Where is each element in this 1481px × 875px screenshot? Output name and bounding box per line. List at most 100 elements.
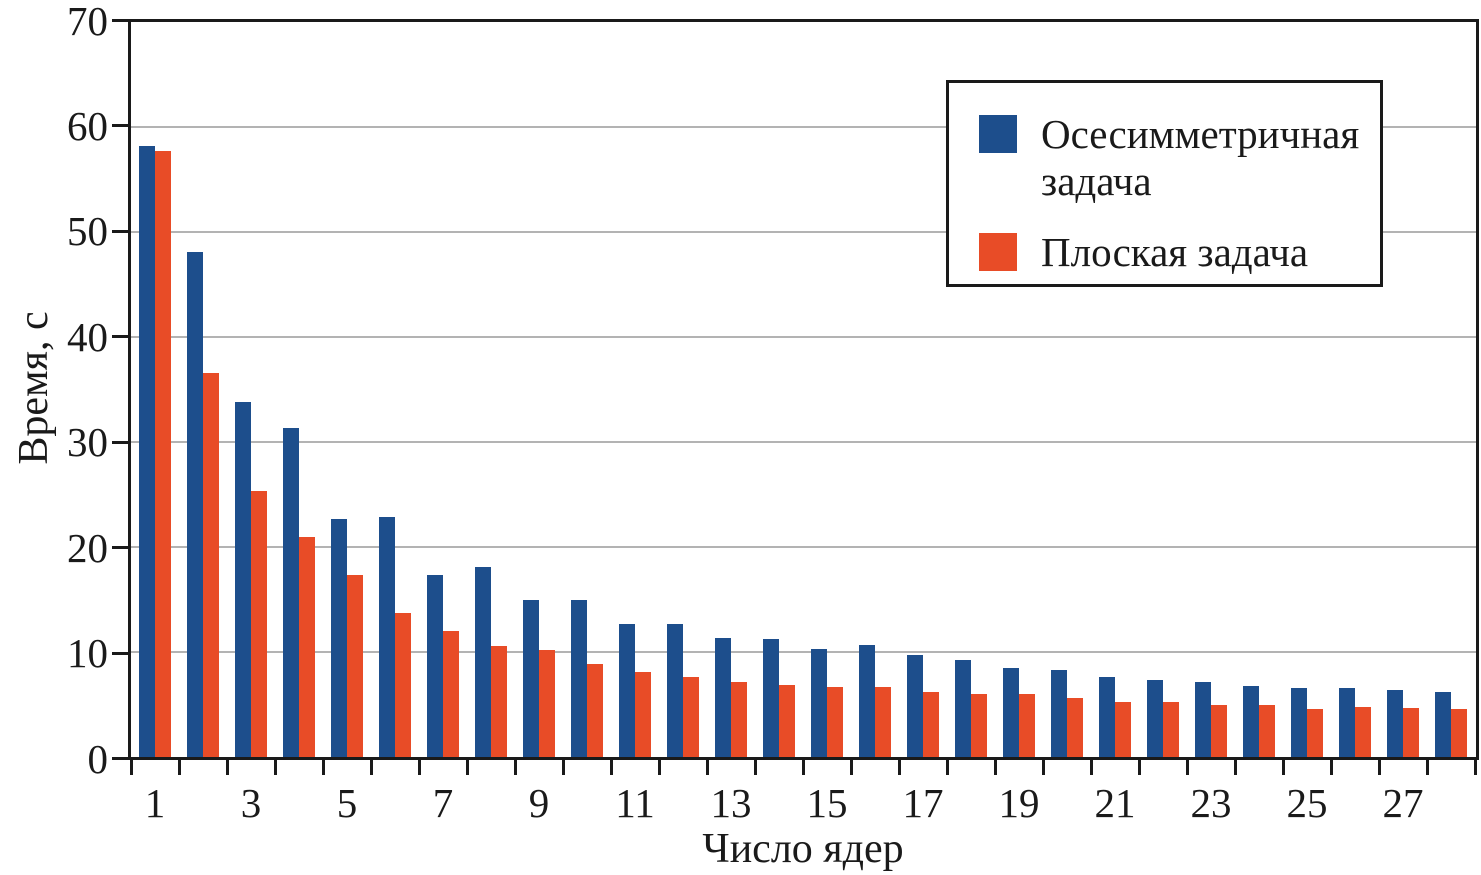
bar-planar-core-3 bbox=[251, 491, 267, 757]
x-tick-3 bbox=[273, 760, 277, 775]
bar-axisymmetric-core-14 bbox=[763, 639, 779, 757]
y-tick-20 bbox=[112, 546, 130, 550]
bar-group-core-21 bbox=[1091, 22, 1139, 757]
x-tick-20 bbox=[1089, 760, 1093, 775]
legend-label-planar: Плоская задача bbox=[1041, 229, 1309, 275]
y-tick-label-50: 50 bbox=[67, 208, 108, 255]
bar-planar-core-26 bbox=[1355, 706, 1371, 757]
bar-planar-core-24 bbox=[1259, 704, 1275, 757]
plot-area: Осесимметричная задача Плоская задача bbox=[128, 19, 1479, 760]
bar-group-core-18 bbox=[947, 22, 995, 757]
bar-planar-core-7 bbox=[443, 631, 459, 757]
y-tick-60 bbox=[112, 124, 130, 128]
bar-planar-core-8 bbox=[491, 645, 507, 757]
bar-planar-core-4 bbox=[299, 536, 315, 757]
y-tick-0 bbox=[112, 757, 130, 760]
bar-axisymmetric-core-6 bbox=[379, 516, 395, 757]
x-tick-1 bbox=[177, 760, 181, 775]
bar-axisymmetric-core-16 bbox=[859, 644, 875, 757]
bar-group-core-9 bbox=[515, 22, 563, 757]
bar-group-core-8 bbox=[467, 22, 515, 757]
bar-group-core-25 bbox=[1283, 22, 1331, 757]
bar-axisymmetric-core-5 bbox=[331, 518, 347, 757]
x-tick-2 bbox=[225, 760, 229, 775]
legend: Осесимметричная задача Плоская задача bbox=[946, 80, 1383, 287]
x-tick-11 bbox=[657, 760, 661, 775]
x-tick-label-11: 11 bbox=[615, 780, 655, 826]
bar-group-core-16 bbox=[851, 22, 899, 757]
x-tick-17 bbox=[945, 760, 949, 775]
x-tick-label-1: 1 bbox=[144, 780, 166, 826]
legend-item-axisymmetric: Осесимметричная задача bbox=[979, 111, 1380, 205]
y-tick-label-40: 40 bbox=[67, 313, 108, 360]
gridline-y-30 bbox=[131, 441, 1476, 443]
y-tick-label-10: 10 bbox=[67, 630, 108, 677]
x-tick-12 bbox=[705, 760, 709, 775]
x-tick-label-15: 15 bbox=[806, 780, 848, 826]
x-tick-24 bbox=[1281, 760, 1285, 775]
y-tick-50 bbox=[112, 229, 130, 233]
bar-planar-core-2 bbox=[203, 372, 219, 757]
x-tick-label-23: 23 bbox=[1190, 780, 1232, 826]
bar-axisymmetric-core-18 bbox=[955, 660, 971, 757]
bars-container bbox=[131, 22, 1475, 757]
bar-group-core-24 bbox=[1235, 22, 1283, 757]
bar-planar-core-5 bbox=[347, 575, 363, 757]
y-tick-label-20: 20 bbox=[67, 524, 108, 571]
bar-group-core-19 bbox=[995, 22, 1043, 757]
gridline-y-10 bbox=[131, 651, 1476, 653]
bar-axisymmetric-core-23 bbox=[1195, 682, 1211, 757]
y-tick-label-30: 30 bbox=[67, 419, 108, 466]
bar-group-core-1 bbox=[131, 22, 179, 757]
x-tick-label-25: 25 bbox=[1286, 780, 1328, 826]
y-tick-label-60: 60 bbox=[67, 102, 108, 149]
bar-group-core-28 bbox=[1427, 22, 1475, 757]
x-tick-5 bbox=[369, 760, 373, 775]
x-tick-label-19: 19 bbox=[998, 780, 1040, 826]
legend-swatch-axisymmetric bbox=[979, 115, 1017, 153]
x-tick-26 bbox=[1377, 760, 1381, 775]
bar-planar-core-9 bbox=[539, 649, 555, 757]
x-tick-27 bbox=[1425, 760, 1429, 775]
y-tick-40 bbox=[112, 335, 130, 339]
bar-planar-core-18 bbox=[971, 694, 987, 757]
y-tick-70 bbox=[112, 19, 130, 22]
x-tick-21 bbox=[1137, 760, 1141, 775]
bar-planar-core-14 bbox=[779, 684, 795, 757]
x-tick-16 bbox=[897, 760, 901, 775]
bar-axisymmetric-core-26 bbox=[1339, 687, 1355, 757]
x-tick-label-27: 27 bbox=[1382, 780, 1424, 826]
bar-axisymmetric-core-24 bbox=[1243, 685, 1259, 757]
x-tick-19 bbox=[1041, 760, 1045, 775]
bar-group-core-13 bbox=[707, 22, 755, 757]
bar-group-core-26 bbox=[1331, 22, 1379, 757]
x-tick-23 bbox=[1233, 760, 1237, 775]
bar-axisymmetric-core-17 bbox=[907, 655, 923, 757]
legend-swatch-planar bbox=[979, 233, 1017, 271]
x-tick-7 bbox=[465, 760, 469, 775]
x-tick-label-3: 3 bbox=[240, 780, 262, 826]
x-tick-label-21: 21 bbox=[1094, 780, 1136, 826]
bar-group-core-4 bbox=[275, 22, 323, 757]
x-tick-18 bbox=[993, 760, 997, 775]
bar-planar-core-16 bbox=[875, 686, 891, 757]
y-tick-30 bbox=[112, 440, 130, 444]
gridline-y-50 bbox=[131, 231, 1476, 233]
bar-axisymmetric-core-15 bbox=[811, 648, 827, 757]
bar-group-core-22 bbox=[1139, 22, 1187, 757]
bar-group-core-12 bbox=[659, 22, 707, 757]
bar-axisymmetric-core-1 bbox=[139, 145, 155, 757]
x-tick-28 bbox=[1473, 760, 1477, 775]
bar-group-core-14 bbox=[755, 22, 803, 757]
bar-axisymmetric-core-19 bbox=[1003, 667, 1019, 757]
bar-axisymmetric-core-25 bbox=[1291, 687, 1307, 757]
x-tick-25 bbox=[1329, 760, 1333, 775]
bar-axisymmetric-core-12 bbox=[667, 623, 683, 757]
gridline-y-20 bbox=[131, 546, 1476, 548]
bar-axisymmetric-core-13 bbox=[715, 638, 731, 757]
x-tick-10 bbox=[609, 760, 613, 775]
x-tick-label-7: 7 bbox=[432, 780, 454, 826]
bar-planar-core-6 bbox=[395, 613, 411, 757]
bar-group-core-17 bbox=[899, 22, 947, 757]
